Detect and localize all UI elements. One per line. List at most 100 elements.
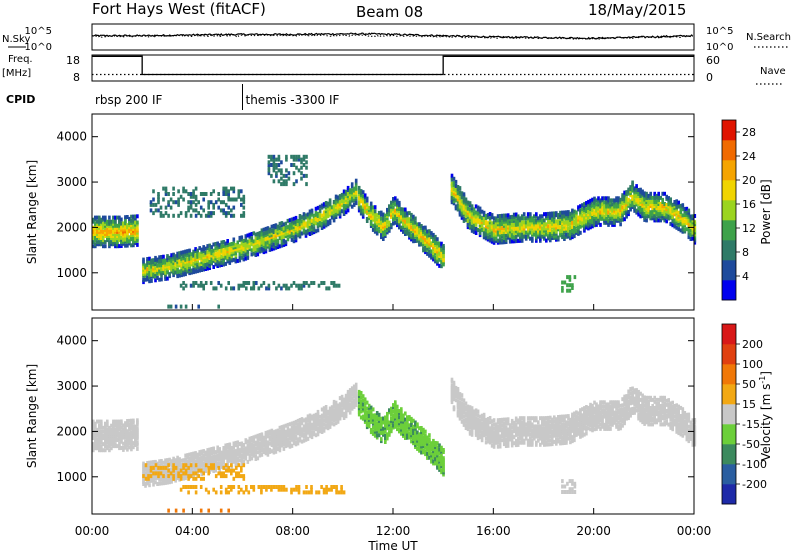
heatmap-cell xyxy=(310,414,314,419)
heatmap-cell xyxy=(234,451,238,456)
heatmap-cell xyxy=(226,243,230,248)
heatmap-cell xyxy=(502,215,506,220)
heatmap-cell xyxy=(266,446,270,451)
heatmap-cell xyxy=(657,200,661,204)
heatmap-cell xyxy=(659,202,663,206)
heatmap-cell xyxy=(262,437,266,442)
heatmap-cell xyxy=(524,216,528,221)
heatmap-cell xyxy=(262,227,266,232)
heatmap-cell xyxy=(300,419,304,424)
heatmap-cell xyxy=(434,255,437,260)
heatmap-cell xyxy=(565,232,568,237)
heatmap-cell xyxy=(294,419,298,424)
heatmap-cell xyxy=(180,269,183,273)
heatmap-cell xyxy=(214,258,218,263)
heatmap-cell xyxy=(424,450,427,454)
heatmap-cell xyxy=(238,448,242,453)
heatmap-cell xyxy=(210,455,214,460)
heatmap-cell xyxy=(148,271,151,275)
heatmap-cell xyxy=(306,212,310,217)
heatmap-cell xyxy=(386,424,389,429)
heatmap-cell xyxy=(302,283,306,288)
heatmap-cell xyxy=(336,195,340,200)
heatmap-cell xyxy=(605,216,608,221)
heatmap-cell xyxy=(314,433,318,438)
freq-left-tick-bottom: 8 xyxy=(73,71,80,84)
heatmap-cell xyxy=(304,229,308,234)
heatmap-cell xyxy=(380,426,383,431)
heatmap-cell xyxy=(272,281,276,285)
heatmap-cell xyxy=(272,226,276,231)
heatmap-cell xyxy=(156,482,159,486)
heatmap-cell xyxy=(340,396,344,401)
heatmap-cell xyxy=(316,420,320,425)
heatmap-cell xyxy=(480,226,484,231)
heatmap-cell xyxy=(168,480,171,485)
heatmap-cell xyxy=(386,411,389,416)
heatmap-cell xyxy=(164,470,167,475)
heatmap-cell xyxy=(639,200,642,204)
heatmap-cell xyxy=(222,254,226,259)
heatmap-cell xyxy=(603,200,606,205)
heatmap-cell xyxy=(230,258,234,263)
heatmap-cell xyxy=(208,457,212,462)
heatmap-cell xyxy=(424,227,427,232)
heatmap-cell xyxy=(488,222,492,227)
heatmap-cell xyxy=(172,186,175,191)
heatmap-cell xyxy=(238,238,242,242)
heatmap-cell xyxy=(118,442,121,446)
heatmap-cell xyxy=(494,224,498,229)
heatmap-cell xyxy=(116,421,119,426)
heatmap-cell xyxy=(206,266,210,271)
heatmap-cell xyxy=(240,235,244,240)
heatmap-cell xyxy=(384,433,387,438)
heatmap-cell xyxy=(369,215,373,220)
heatmap-cell xyxy=(466,206,470,211)
heatmap-cell xyxy=(282,438,286,443)
heatmap-cell xyxy=(418,434,421,439)
heatmap-cell xyxy=(220,248,224,253)
heatmap-cell xyxy=(388,422,391,427)
heatmap-cell xyxy=(237,192,241,196)
heatmap-cell xyxy=(272,440,276,445)
heatmap-cell xyxy=(357,408,361,413)
heatmap-cell xyxy=(408,217,411,222)
heatmap-cell xyxy=(242,451,246,456)
heatmap-cell xyxy=(148,256,151,261)
heatmap-cell xyxy=(232,189,236,194)
heatmap-cell xyxy=(476,211,480,216)
heatmap-cell xyxy=(547,234,550,239)
heatmap-cell xyxy=(242,253,246,258)
heatmap-cell xyxy=(476,228,480,232)
heatmap-cell xyxy=(266,226,270,231)
heatmap-cell xyxy=(260,238,264,243)
heatmap-cell xyxy=(332,218,336,223)
heatmap-cell xyxy=(190,268,193,273)
heatmap-cell xyxy=(316,228,320,233)
heatmap-cell xyxy=(424,233,427,238)
heatmap-cell xyxy=(498,236,502,241)
heatmap-cell xyxy=(166,276,169,281)
heatmap-cell xyxy=(106,421,109,426)
heatmap-cell xyxy=(671,206,675,211)
heatmap-cell xyxy=(142,261,145,266)
heatmap-cell xyxy=(693,230,697,235)
heatmap-cell xyxy=(116,444,119,449)
heatmap-cell xyxy=(238,252,242,257)
heatmap-cell xyxy=(240,447,244,452)
heatmap-cell xyxy=(450,183,454,188)
heatmap-cell xyxy=(102,425,105,430)
heatmap-cell xyxy=(130,418,133,423)
heatmap-cell xyxy=(156,265,159,270)
heatmap-cell xyxy=(288,422,292,427)
heatmap-cell xyxy=(212,254,216,259)
heatmap-cell xyxy=(296,425,300,430)
heatmap-cell xyxy=(322,418,326,423)
heatmap-cell xyxy=(327,286,331,291)
heatmap-cell xyxy=(456,197,460,202)
heatmap-cell xyxy=(297,157,301,162)
heatmap-cell xyxy=(567,218,570,223)
heatmap-cell xyxy=(112,242,115,247)
heatmap-cell xyxy=(430,253,433,258)
heatmap-cell xyxy=(322,212,326,217)
